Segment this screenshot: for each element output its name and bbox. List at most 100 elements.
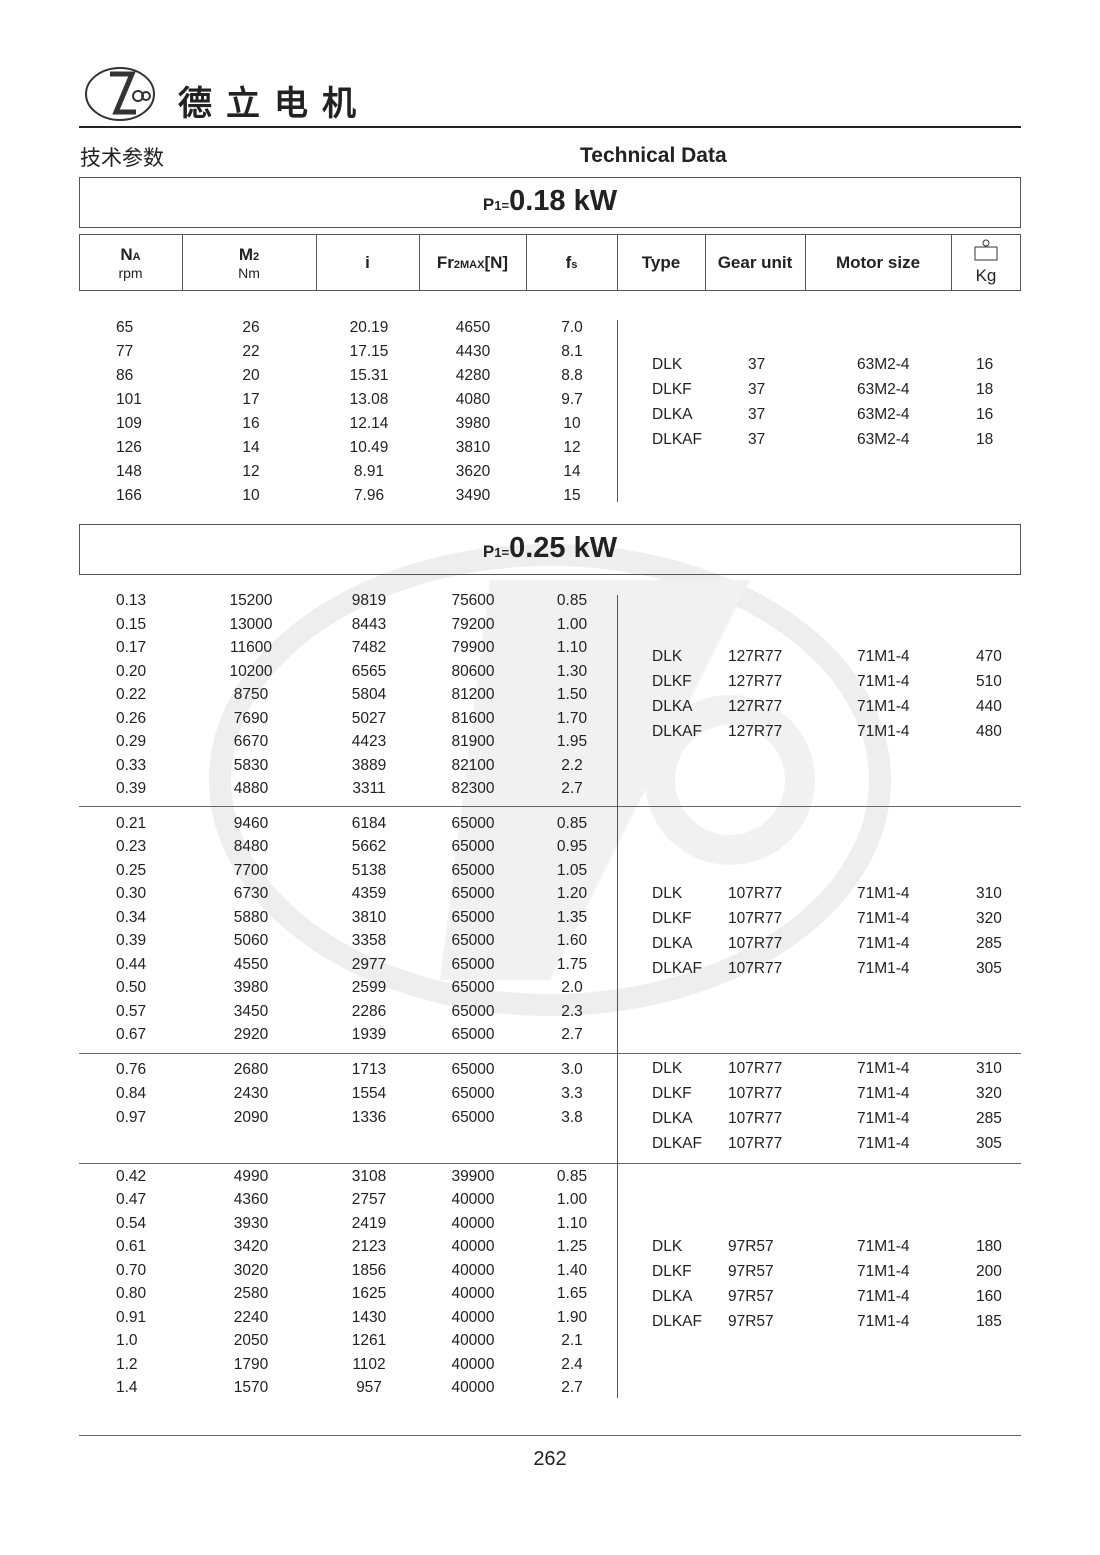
cell-m2: 1790 <box>233 1355 269 1373</box>
variant-motor-size: 63M2-4 <box>857 356 910 373</box>
cell-i: 1102 <box>352 1355 386 1373</box>
cell-fr2max: 3980 <box>455 415 491 432</box>
variant-type: DLKA <box>652 935 693 952</box>
variant-weight: 18 <box>976 431 994 448</box>
cell-i: 7.96 <box>353 487 385 504</box>
cell-m2: 13000 <box>229 615 273 633</box>
cell-i: 957 <box>356 1379 382 1397</box>
cell-i: 13.08 <box>349 391 389 408</box>
variant-type: DLKF <box>652 910 692 927</box>
cell-fr2max: 40000 <box>451 1238 495 1256</box>
cell-na: 0.91 <box>116 1308 147 1326</box>
variant-gear-unit: 107R77 <box>728 1060 783 1077</box>
variant-gear-unit: 107R77 <box>728 885 783 902</box>
cell-fr2max: 65000 <box>451 1026 495 1044</box>
variant-weight: 285 <box>976 1110 1002 1127</box>
variant-type: DLKF <box>652 1263 692 1280</box>
cell-na: 86 <box>116 367 134 384</box>
cell-i: 7482 <box>351 639 387 656</box>
cell-fs: 1.70 <box>556 709 588 727</box>
cell-m2: 9460 <box>233 815 269 832</box>
cell-fs: 2.7 <box>561 1026 583 1044</box>
variant-gear-unit: 37 <box>748 431 766 448</box>
column-divider <box>617 234 618 291</box>
variant-gear-unit: 97R57 <box>728 1263 774 1280</box>
column-title: i <box>365 252 370 272</box>
cell-fs: 1.10 <box>556 639 588 656</box>
cell-na: 0.25 <box>116 861 147 879</box>
cell-i: 2599 <box>351 979 387 997</box>
cell-fs: 1.00 <box>556 615 588 633</box>
cell-i: 1554 <box>351 1085 387 1102</box>
cell-m2: 10 <box>242 487 260 504</box>
cell-fs: 2.7 <box>561 780 583 797</box>
column-title: Gear unit <box>717 252 793 272</box>
variant-type: DLKA <box>652 406 693 423</box>
variant-motor-size: 71M1-4 <box>857 673 910 690</box>
variant-gear-unit: 127R77 <box>728 723 783 740</box>
cell-na: 0.30 <box>116 885 147 903</box>
page-number: 262 <box>533 1448 567 1470</box>
column-divider <box>805 234 806 291</box>
cell-i: 3311 <box>352 780 386 797</box>
variant-gear-unit: 97R57 <box>728 1313 774 1330</box>
variant-motor-size: 71M1-4 <box>857 1085 910 1102</box>
cell-na: 0.29 <box>116 733 147 750</box>
cell-i: 8.91 <box>353 463 385 480</box>
cell-fr2max: 81200 <box>451 686 495 703</box>
cell-fr2max: 65000 <box>451 1109 495 1126</box>
cell-fr2max: 65000 <box>451 815 495 832</box>
variant-type: DLK <box>652 1238 683 1255</box>
power-label: P1= <box>482 542 510 561</box>
variant-motor-size: 63M2-4 <box>857 381 910 398</box>
cell-m2: 26 <box>242 319 260 336</box>
cell-m2: 2240 <box>233 1308 269 1326</box>
column-title: NA <box>120 244 141 264</box>
cell-na: 0.67 <box>116 1026 147 1044</box>
cell-m2: 5830 <box>233 756 269 774</box>
variant-gear-unit: 37 <box>748 381 766 398</box>
cell-na: 1.0 <box>116 1332 138 1350</box>
cell-i: 4359 <box>351 885 387 903</box>
column-divider <box>951 234 952 291</box>
column-title: Motor size <box>835 252 921 272</box>
cell-na: 0.22 <box>116 686 147 703</box>
cell-na: 0.33 <box>116 756 147 774</box>
variant-weight: 320 <box>976 1085 1002 1102</box>
power-heading: P1=0.18 kW <box>79 185 1021 218</box>
cell-fs: 7.0 <box>561 319 583 336</box>
variant-motor-size: 71M1-4 <box>857 723 910 740</box>
footer-rule <box>79 1435 1021 1436</box>
cell-fs: 3.8 <box>561 1109 583 1126</box>
cell-m2: 22 <box>242 343 260 360</box>
cell-fr2max: 79900 <box>451 639 495 656</box>
cell-na: 0.54 <box>116 1214 147 1232</box>
variant-weight: 285 <box>976 935 1002 952</box>
power-value: 0.25 kW <box>509 532 618 564</box>
variant-gear-unit: 107R77 <box>728 960 783 977</box>
cell-m2: 8750 <box>233 686 269 703</box>
cell-fr2max: 65000 <box>451 908 495 926</box>
cell-fs: 3.3 <box>561 1085 583 1102</box>
cell-fs: 1.50 <box>556 686 588 703</box>
power-box <box>79 177 1021 228</box>
cell-i: 5138 <box>351 861 387 879</box>
cell-na: 0.57 <box>116 1002 147 1020</box>
column-header: M2 Nm <box>182 234 316 291</box>
cell-fr2max: 40000 <box>451 1214 495 1232</box>
variant-weight: 470 <box>976 648 1002 665</box>
cell-i: 1430 <box>351 1308 387 1326</box>
cell-m2: 16 <box>242 415 260 432</box>
column-unit: rpm <box>118 264 143 281</box>
variant-motor-size: 71M1-4 <box>857 648 910 665</box>
cell-na: 65 <box>116 319 134 336</box>
cell-i: 2286 <box>351 1002 387 1020</box>
cell-fr2max: 65000 <box>451 1002 495 1020</box>
cell-m2: 2580 <box>233 1285 269 1303</box>
cell-m2: 1570 <box>233 1379 269 1397</box>
column-header: Fr2MAX[N] <box>419 234 526 291</box>
variant-type: DLKAF <box>652 960 702 977</box>
cell-m2: 2920 <box>233 1026 269 1044</box>
cell-m2: 2090 <box>233 1109 269 1126</box>
cell-i: 15.31 <box>349 367 389 384</box>
